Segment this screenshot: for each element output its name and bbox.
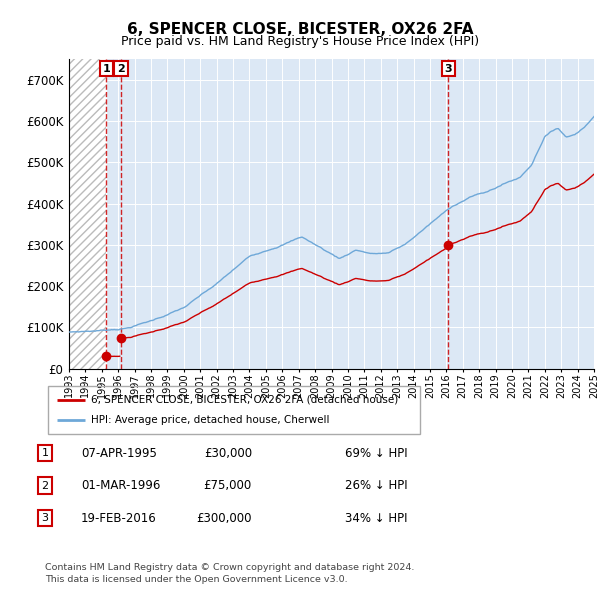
Text: 2: 2 [41, 481, 49, 490]
Text: £300,000: £300,000 [197, 512, 252, 525]
Bar [69, 59, 106, 369]
Text: 07-APR-1995: 07-APR-1995 [81, 447, 157, 460]
Text: £30,000: £30,000 [204, 447, 252, 460]
Text: 1: 1 [41, 448, 49, 458]
Text: Price paid vs. HM Land Registry's House Price Index (HPI): Price paid vs. HM Land Registry's House … [121, 35, 479, 48]
Text: 19-FEB-2016: 19-FEB-2016 [81, 512, 157, 525]
Text: 6, SPENCER CLOSE, BICESTER, OX26 2FA: 6, SPENCER CLOSE, BICESTER, OX26 2FA [127, 22, 473, 37]
Text: 26% ↓ HPI: 26% ↓ HPI [345, 479, 407, 492]
Text: 2: 2 [117, 64, 125, 74]
Text: 3: 3 [445, 64, 452, 74]
Text: 34% ↓ HPI: 34% ↓ HPI [345, 512, 407, 525]
Bar [69, 59, 106, 369]
Text: 1: 1 [103, 64, 110, 74]
Text: 6, SPENCER CLOSE, BICESTER, OX26 2FA (detached house): 6, SPENCER CLOSE, BICESTER, OX26 2FA (de… [91, 395, 398, 405]
Text: 69% ↓ HPI: 69% ↓ HPI [345, 447, 407, 460]
Text: £75,000: £75,000 [204, 479, 252, 492]
Text: 01-MAR-1996: 01-MAR-1996 [81, 479, 160, 492]
Text: Contains HM Land Registry data © Crown copyright and database right 2024.
This d: Contains HM Land Registry data © Crown c… [45, 563, 415, 584]
Text: 3: 3 [41, 513, 49, 523]
Text: HPI: Average price, detached house, Cherwell: HPI: Average price, detached house, Cher… [91, 415, 329, 425]
